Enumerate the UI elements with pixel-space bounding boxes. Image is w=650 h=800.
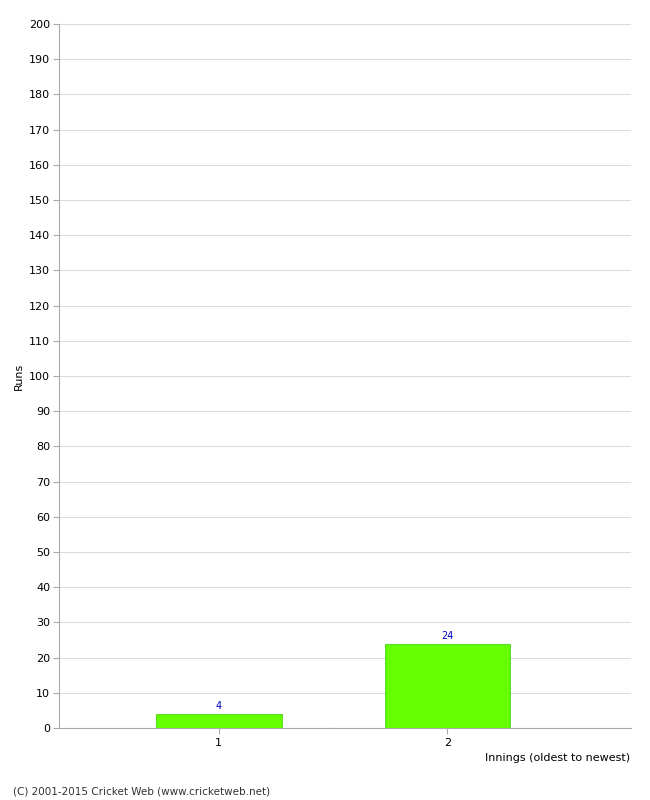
Bar (385, 643, 510, 728)
Text: (C) 2001-2015 Cricket Web (www.cricketweb.net): (C) 2001-2015 Cricket Web (www.cricketwe… (13, 786, 270, 796)
X-axis label: Innings (oldest to newest): Innings (oldest to newest) (486, 754, 630, 763)
Bar (156, 714, 281, 728)
Y-axis label: Runs: Runs (14, 362, 23, 390)
Text: 24: 24 (441, 630, 454, 641)
Text: 4: 4 (216, 701, 222, 711)
